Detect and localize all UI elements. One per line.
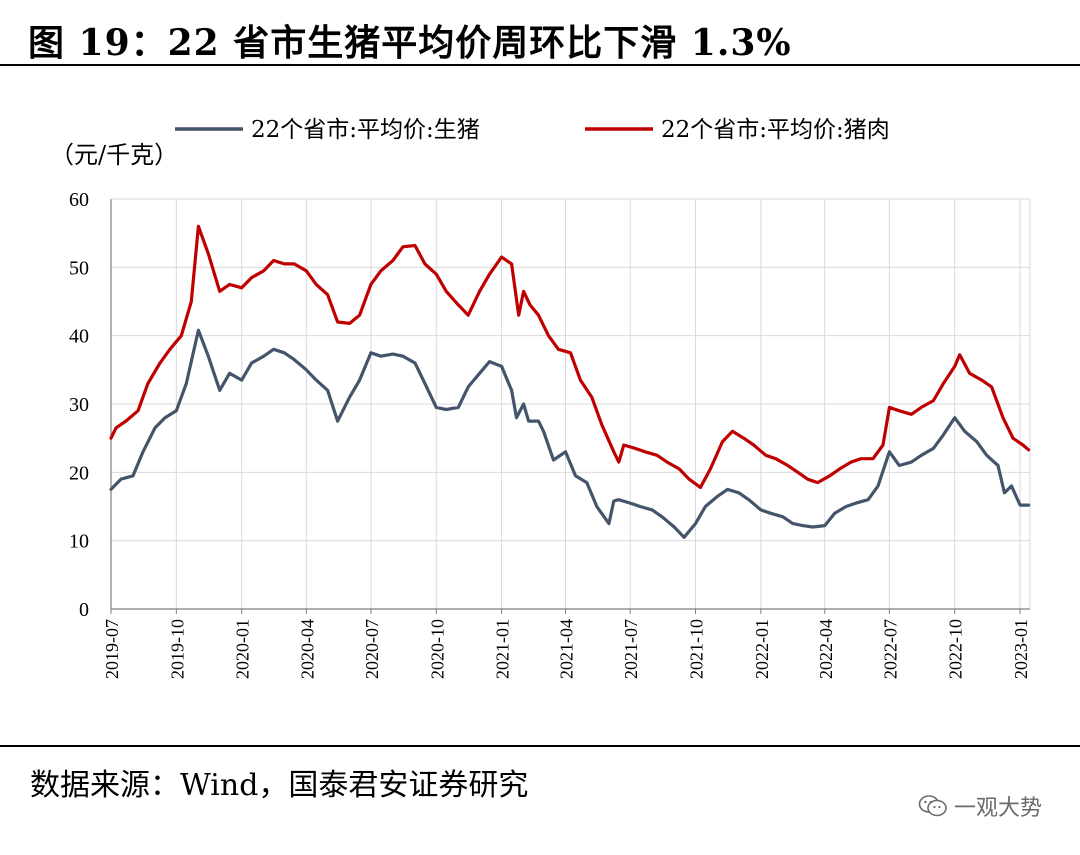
y-tick-label: 50 [69, 257, 89, 279]
source-divider [0, 745, 1080, 747]
y-tick-label: 20 [69, 462, 89, 484]
y-tick-label: 30 [69, 394, 89, 416]
y-tick-label: 10 [69, 531, 89, 553]
y-unit-label: （元/千克） [50, 141, 178, 169]
x-tick-label: 2020-10 [427, 619, 447, 679]
title-divider [0, 64, 1080, 66]
y-tick-label: 0 [79, 599, 89, 621]
x-tick-label: 2019-10 [167, 619, 187, 679]
series-line-2 [109, 224, 1031, 489]
x-tick-label: 2022-10 [946, 619, 966, 679]
figure-title: 图 19：22 省市生猪平均价周环比下滑 1.3% [28, 22, 792, 64]
watermark-text: 一观大势 [953, 796, 1042, 821]
x-tick-label: 2023-01 [1011, 619, 1031, 679]
x-tick-label: 2022-01 [752, 619, 772, 679]
x-tick-label: 2022-07 [880, 619, 900, 679]
watermark: 一观大势 [918, 790, 1042, 822]
x-tick-label: 2021-01 [493, 619, 513, 679]
x-tick-label: 2020-04 [297, 619, 317, 679]
wechat-icon [918, 795, 947, 817]
series-line-1 [109, 328, 1031, 539]
x-tick-label: 2022-04 [816, 619, 836, 679]
x-tick-label: 2019-07 [102, 619, 122, 679]
legend-label-2: 22个省市:平均价:猪肉 [661, 117, 890, 143]
y-tick-label: 40 [69, 326, 89, 348]
x-tick-label: 2021-07 [621, 619, 641, 679]
x-tick-label: 2020-07 [362, 619, 382, 679]
x-tick-label: 2020-01 [233, 619, 253, 679]
legend-label-1: 22个省市:平均价:生猪 [251, 117, 480, 143]
y-tick-label: 60 [69, 189, 89, 211]
line-chart: 0 10 20 30 40 50 60 2019-07 2019-10 2020-01 2020-0… [50, 117, 1031, 679]
x-tick-label: 2021-04 [557, 619, 577, 679]
x-tick-label: 2021-10 [686, 619, 706, 679]
data-source: 数据来源：Wind，国泰君安证券研究 [30, 768, 529, 803]
